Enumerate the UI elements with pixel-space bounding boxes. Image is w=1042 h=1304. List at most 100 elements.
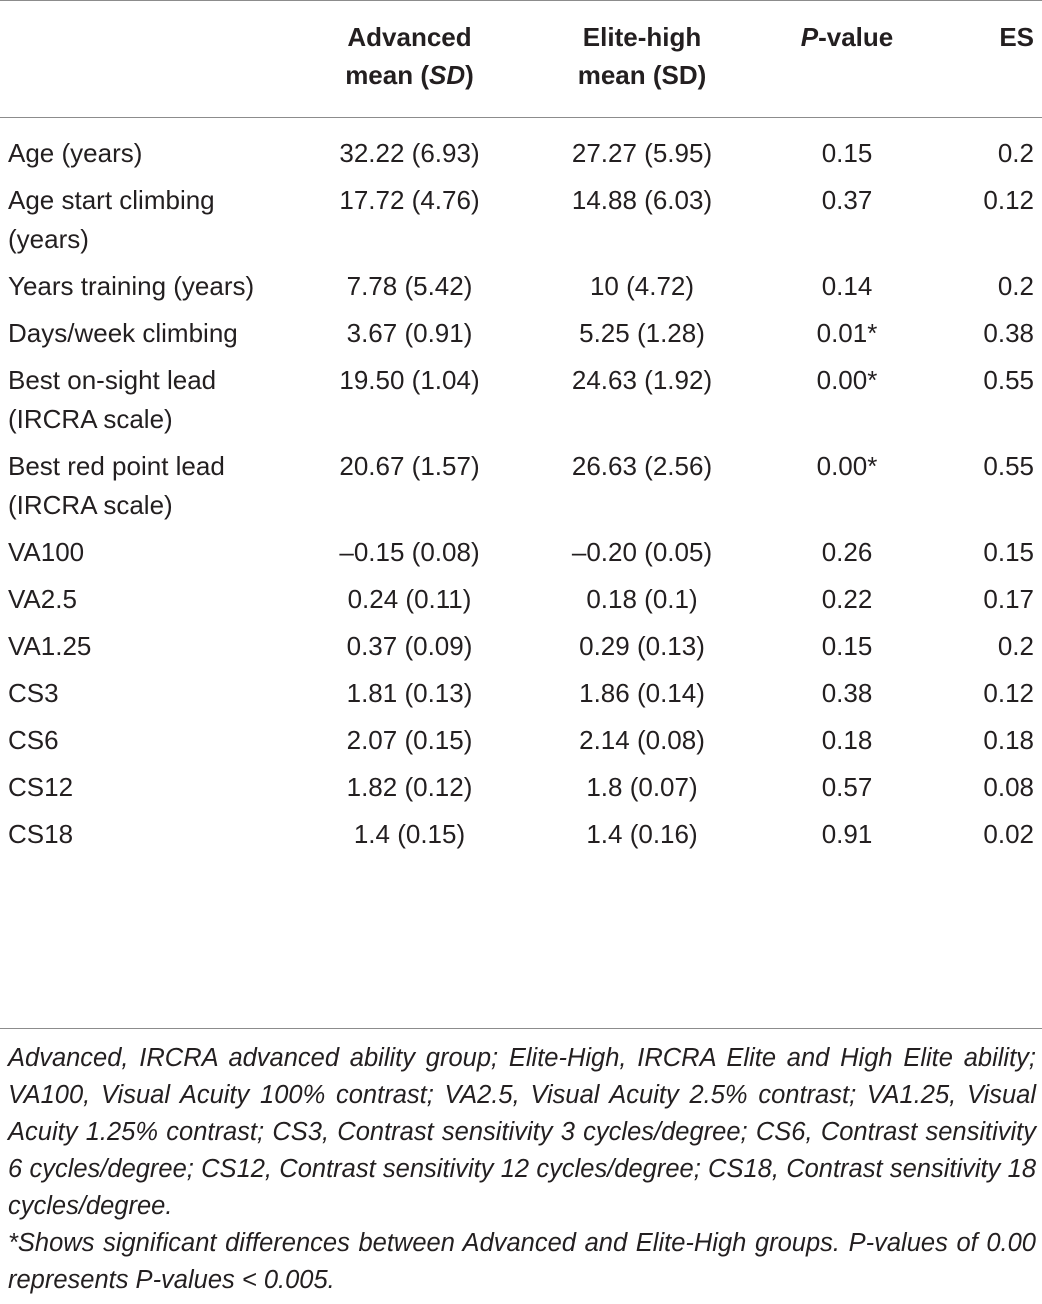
header-empty bbox=[0, 18, 288, 116]
advanced-value: 1.82 (0.12) bbox=[346, 772, 473, 802]
p-value: 0.18 bbox=[821, 725, 873, 755]
header-elite: Elite-high mean (SD) bbox=[503, 18, 753, 116]
header-advanced: Advanced mean (SD) bbox=[288, 18, 503, 116]
elite-value: 10 (4.72) bbox=[589, 271, 695, 301]
es-value: 0.08 bbox=[983, 772, 1034, 802]
table-header: Advanced mean (SD) Elite-high mean (SD) … bbox=[0, 18, 1042, 116]
table-body: Age (years) 32.22 (6.93) 27.27 (5.95) 0.15 0… bbox=[0, 116, 1042, 862]
p-value: 0.57 bbox=[821, 772, 873, 802]
table-row: CS12 1.82 (0.12) 1.8 (0.07) 0.57 0.08 bbox=[0, 768, 1042, 815]
advanced-value: 2.07 (0.15) bbox=[346, 725, 473, 755]
header-advanced-sd: SD bbox=[429, 60, 466, 90]
row-label: CS6 bbox=[8, 725, 59, 755]
elite-value: 5.25 (1.28) bbox=[579, 318, 705, 348]
bottom-rule bbox=[0, 1028, 1042, 1029]
row-label: CS12 bbox=[8, 772, 74, 802]
header-pvalue-p: P bbox=[800, 22, 819, 52]
table-row: VA1.25 0.37 (0.09) 0.29 (0.13) 0.15 0.2 bbox=[0, 627, 1042, 674]
header-pvalue-rest: -value bbox=[818, 22, 894, 52]
advanced-value: 17.72 (4.76) bbox=[339, 185, 480, 215]
advanced-value: 1.4 (0.15) bbox=[353, 819, 466, 849]
es-value: 0.15 bbox=[983, 537, 1034, 567]
table-row: Years training (years) 7.78 (5.42) 10 (4.7… bbox=[0, 267, 1042, 314]
row-label: Age (years) bbox=[8, 138, 143, 168]
row-label: CS18 bbox=[8, 819, 74, 849]
p-value: 0.01* bbox=[816, 318, 878, 348]
advanced-value: 0.37 (0.09) bbox=[346, 631, 473, 661]
table-row: CS18 1.4 (0.15) 1.4 (0.16) 0.91 0.02 bbox=[0, 815, 1042, 862]
table-row: Age (years) 32.22 (6.93) 27.27 (5.95) 0.15 0… bbox=[0, 116, 1042, 181]
elite-value: 26.63 (2.56) bbox=[571, 451, 713, 481]
p-value: 0.38 bbox=[821, 678, 873, 708]
table-row: Days/week climbing 3.67 (0.91) 5.25 (1.28)… bbox=[0, 314, 1042, 361]
row-label: Days/week climbing bbox=[8, 318, 238, 348]
elite-value: 24.63 (1.92) bbox=[571, 365, 713, 395]
header-advanced-line2-pre: mean ( bbox=[345, 60, 429, 90]
advanced-value: 1.81 (0.13) bbox=[346, 678, 473, 708]
table-row: VA2.5 0.24 (0.11) 0.18 (0.1) 0.22 0.17 bbox=[0, 580, 1042, 627]
elite-value: 1.8 (0.07) bbox=[586, 772, 698, 802]
elite-value: 1.86 (0.14) bbox=[579, 678, 705, 708]
elite-value: 0.18 (0.1) bbox=[586, 584, 698, 614]
elite-value: –0.20 (0.05) bbox=[571, 537, 713, 567]
advanced-value: 32.22 (6.93) bbox=[339, 138, 480, 168]
p-value: 0.91 bbox=[821, 819, 873, 849]
advanced-value: 3.67 (0.91) bbox=[346, 318, 473, 348]
p-value: 0.00* bbox=[816, 451, 878, 481]
es-value: 0.2 bbox=[997, 271, 1034, 301]
elite-value: 1.4 (0.16) bbox=[586, 819, 698, 849]
p-value: 0.00* bbox=[816, 365, 878, 395]
es-value: 0.55 bbox=[983, 365, 1034, 395]
table-footnotes: Advanced, IRCRA advanced ability group; … bbox=[8, 1040, 1036, 1299]
es-value: 0.17 bbox=[983, 584, 1034, 614]
p-value: 0.26 bbox=[821, 537, 873, 567]
table-row: Best red point lead (IRCRA scale) 20.67 (… bbox=[0, 447, 1042, 533]
row-label: VA2.5 bbox=[8, 584, 77, 614]
row-label: Best on-sight lead (IRCRA scale) bbox=[8, 365, 217, 434]
row-label: Best red point lead (IRCRA scale) bbox=[8, 451, 225, 520]
elite-value: 0.29 (0.13) bbox=[579, 631, 705, 661]
table-row: CS3 1.81 (0.13) 1.86 (0.14) 0.38 0.12 bbox=[0, 674, 1042, 721]
header-elite-line2: mean (SD) bbox=[577, 60, 707, 90]
es-value: 0.12 bbox=[983, 678, 1034, 708]
footnote-significance: *Shows significant differences between A… bbox=[8, 1229, 1036, 1294]
advanced-value: –0.15 (0.08) bbox=[339, 537, 480, 567]
table-row: VA100 –0.15 (0.08) –0.20 (0.05) 0.26 0.15 bbox=[0, 533, 1042, 580]
results-table: Advanced mean (SD) Elite-high mean (SD) … bbox=[0, 18, 1042, 862]
es-value: 0.55 bbox=[983, 451, 1034, 481]
elite-value: 2.14 (0.08) bbox=[579, 725, 705, 755]
header-es: ES bbox=[999, 22, 1034, 52]
header-advanced-line1: Advanced bbox=[347, 22, 472, 52]
elite-value: 27.27 (5.95) bbox=[571, 138, 713, 168]
header-rule bbox=[0, 117, 1042, 118]
row-label: VA100 bbox=[8, 537, 85, 567]
table-row: CS6 2.07 (0.15) 2.14 (0.08) 0.18 0.18 bbox=[0, 721, 1042, 768]
es-value: 0.2 bbox=[997, 631, 1034, 661]
footnote-abbreviations: Advanced, IRCRA advanced ability group; … bbox=[8, 1044, 1036, 1220]
table-row: Best on-sight lead (IRCRA scale) 19.50 (1… bbox=[0, 361, 1042, 447]
header-elite-line1: Elite-high bbox=[582, 22, 702, 52]
advanced-value: 19.50 (1.04) bbox=[339, 365, 480, 395]
es-value: 0.2 bbox=[997, 138, 1034, 168]
row-label: Years training (years) bbox=[8, 271, 255, 301]
p-value: 0.37 bbox=[821, 185, 873, 215]
header-pvalue: P-value bbox=[753, 18, 941, 116]
es-value: 0.12 bbox=[983, 185, 1034, 215]
advanced-value: 20.67 (1.57) bbox=[339, 451, 480, 481]
elite-value: 14.88 (6.03) bbox=[571, 185, 713, 215]
es-value: 0.18 bbox=[983, 725, 1034, 755]
p-value: 0.22 bbox=[821, 584, 873, 614]
table-row: Age start climbing (years) 17.72 (4.76) 14… bbox=[0, 181, 1042, 267]
row-label: CS3 bbox=[8, 678, 59, 708]
p-value: 0.15 bbox=[821, 138, 873, 168]
top-rule bbox=[0, 0, 1042, 1]
advanced-value: 0.24 (0.11) bbox=[347, 584, 472, 614]
advanced-value: 7.78 (5.42) bbox=[346, 271, 473, 301]
p-value: 0.14 bbox=[821, 271, 873, 301]
es-value: 0.38 bbox=[983, 318, 1034, 348]
row-label: Age start climbing (years) bbox=[8, 185, 215, 254]
p-value: 0.15 bbox=[821, 631, 873, 661]
header-advanced-line2-post: ) bbox=[465, 60, 474, 90]
row-label: VA1.25 bbox=[8, 631, 92, 661]
